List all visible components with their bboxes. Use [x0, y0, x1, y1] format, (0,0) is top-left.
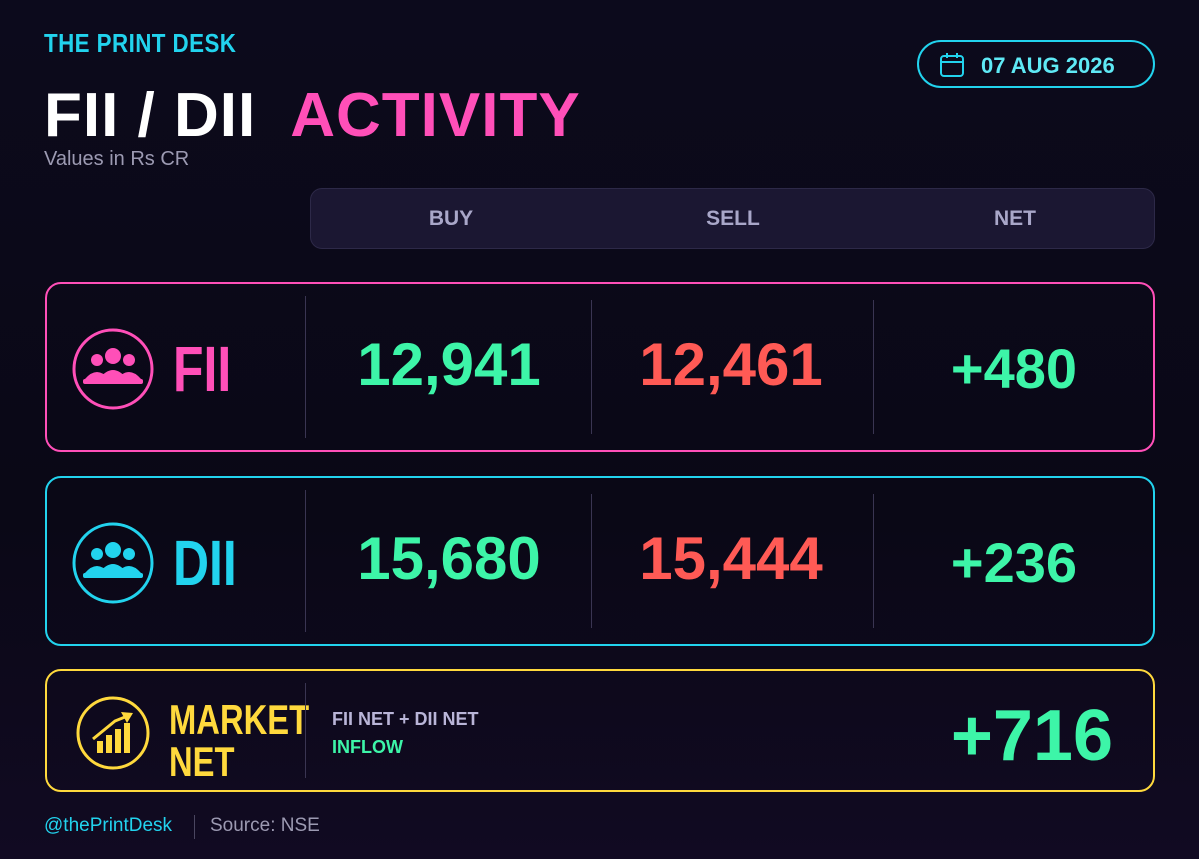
column-header: BUY SELL NET — [310, 188, 1155, 249]
buy-value: 15,680 — [357, 525, 541, 592]
calendar-icon — [940, 53, 964, 77]
column-divider — [873, 494, 874, 628]
column-divider — [305, 296, 306, 438]
subtitle: Values in Rs CR — [44, 148, 190, 170]
sell-value: 15,444 — [639, 525, 823, 592]
row-label: FII — [173, 333, 232, 405]
brand: THE PRINT DESK — [44, 28, 237, 58]
market-net-label: MARKET NET — [169, 699, 309, 783]
group-icon — [72, 328, 154, 410]
handle: @thePrintDesk — [44, 815, 173, 836]
title: FII / DII ACTIVITY — [44, 80, 581, 151]
row-label: DII — [173, 527, 237, 599]
date: 07 AUG 2026 — [981, 53, 1115, 78]
title-accent: ACTIVITY — [290, 81, 581, 150]
buy-value: 12,941 — [357, 331, 541, 398]
label-line: NET — [169, 738, 235, 785]
footer-divider — [194, 815, 195, 839]
formula: FII NET + DII NET — [332, 709, 479, 729]
net-value: +480 — [950, 337, 1078, 400]
fii-card: FII 12,941 12,461 +480 — [45, 282, 1155, 452]
column-divider — [305, 683, 306, 778]
status: INFLOW — [332, 737, 403, 757]
dii-card: DII 15,680 15,444 +236 — [45, 476, 1155, 646]
label-line: MARKET — [169, 696, 310, 743]
group-icon — [72, 522, 154, 604]
date-pill: 07 AUG 2026 — [917, 40, 1155, 88]
column-divider — [873, 300, 874, 434]
column-divider — [591, 494, 592, 628]
sell-value: 12,461 — [639, 331, 823, 398]
source: Source: NSE — [210, 815, 320, 836]
chart-icon — [76, 696, 150, 770]
title-main: FII / DII — [44, 81, 257, 150]
column-label: SELL — [706, 207, 760, 230]
market-net-value: +716 — [950, 696, 1113, 776]
column-divider — [305, 490, 306, 632]
column-label: NET — [994, 207, 1036, 230]
market-net-card: MARKET NET FII NET + DII NET INFLOW +716 — [45, 669, 1155, 792]
net-value: +236 — [950, 531, 1078, 594]
column-divider — [591, 300, 592, 434]
column-label: BUY — [428, 207, 474, 230]
